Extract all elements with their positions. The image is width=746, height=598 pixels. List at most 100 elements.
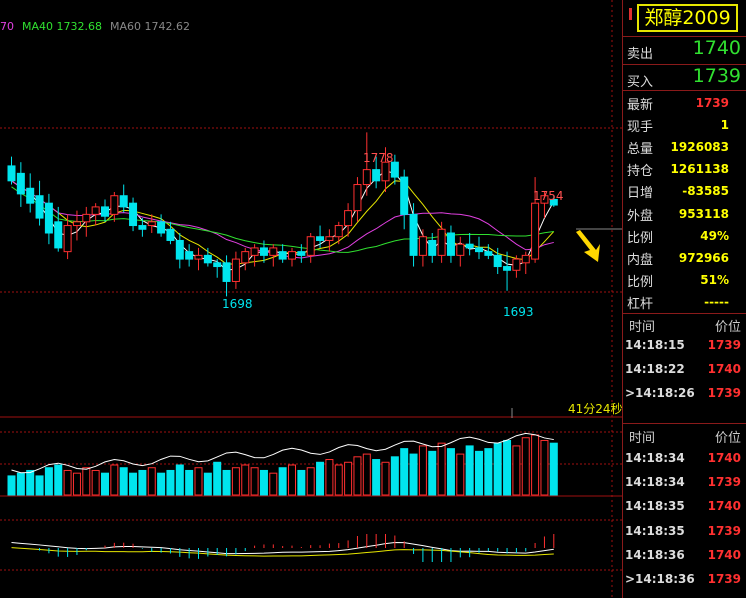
- arrow-icon: [576, 230, 600, 262]
- ticks2-time-header: 时间: [629, 431, 656, 446]
- volume-bar: [475, 450, 483, 496]
- volume-bar: [203, 472, 212, 496]
- volume-bar: [465, 445, 474, 496]
- candle-body: [437, 228, 446, 256]
- volume-bar: [157, 472, 166, 496]
- candle-body: [390, 161, 399, 178]
- candle-body: [512, 258, 521, 271]
- countdown-timer: 41分24秒: [568, 402, 622, 416]
- volume-bar: [72, 472, 81, 496]
- volume-bar: [269, 472, 278, 496]
- candle-body: [316, 236, 325, 241]
- volume-bar: [484, 448, 493, 496]
- volume-bar: [316, 461, 325, 496]
- ask-label: 卖出: [627, 47, 654, 62]
- tick-price: 1739: [707, 523, 741, 538]
- volume-bar: [306, 467, 315, 496]
- candle-body: [110, 195, 119, 215]
- volume-bar: [44, 467, 53, 496]
- stat-row: 总量 1926083: [623, 136, 746, 158]
- volume-bar: [418, 445, 427, 496]
- tick-time: 14:18:36: [625, 547, 685, 562]
- volume-bar: [288, 464, 296, 496]
- candle-body: [288, 251, 296, 260]
- tick-row: 14:18:15 1739: [623, 333, 746, 357]
- ask-row: 卖出 1740: [623, 36, 746, 64]
- candle-body: [222, 262, 231, 282]
- volume-bar: [531, 434, 540, 496]
- tick-time: 14:18:34: [625, 451, 685, 465]
- tick-price: 1740: [707, 499, 741, 514]
- stat-row: 杠杆 -----: [623, 291, 746, 313]
- candle-body: [475, 247, 483, 253]
- volume-bar: [35, 475, 44, 496]
- volume-bar: [110, 464, 119, 496]
- macd-dea-line: [11, 547, 554, 557]
- stat-label: 外盘: [627, 208, 654, 224]
- macd-dif-line: [11, 541, 554, 555]
- volume-bar: [362, 453, 371, 496]
- candle-body: [157, 221, 166, 234]
- stat-row: 现手 1: [623, 114, 746, 136]
- candle-body: [63, 225, 72, 253]
- candle-body: [213, 262, 222, 268]
- volume-bar: [222, 469, 231, 496]
- stat-value: 1926083: [670, 140, 729, 155]
- stat-value: 953118: [678, 206, 729, 221]
- volume-bar: [521, 437, 530, 496]
- volume-bar: [512, 445, 521, 496]
- stat-row: 比例 51%: [623, 269, 746, 291]
- volume-bar: [91, 469, 100, 496]
- kline-chart-area[interactable]: 1778 1754 1698 1693 41分24秒 70 MA40 1732.68 MA6…: [0, 0, 622, 598]
- volume-bar: [26, 469, 35, 496]
- volume-bar: [456, 453, 465, 496]
- candle-body: [175, 239, 184, 260]
- tick-row: >14:18:26 1739: [623, 381, 746, 405]
- kline-chart-svg[interactable]: 1778 1754 1698 1693 41分24秒: [0, 0, 622, 598]
- candle-body: [540, 195, 549, 204]
- stat-value: 49%: [700, 228, 729, 243]
- stat-row: 最新 1739: [623, 92, 746, 114]
- candle-body: [521, 254, 530, 264]
- candle-body: [147, 221, 156, 227]
- volume-bar: [82, 467, 91, 496]
- candle-body: [101, 206, 109, 217]
- candle-body: [91, 206, 100, 215]
- candle-body: [166, 228, 175, 241]
- ticks1-header: 时间 价位: [623, 314, 746, 336]
- volume-bar: [409, 453, 418, 496]
- volume-bar: [493, 442, 502, 496]
- ticks1-time-header: 时间: [629, 320, 656, 335]
- candle-body: [297, 251, 306, 256]
- ticks2-header: 时间 价位: [623, 425, 746, 447]
- volume-bar: [101, 472, 109, 496]
- volume-bar: [194, 467, 203, 496]
- bid-label: 买入: [627, 75, 654, 90]
- tick-time: 14:18:35: [625, 523, 685, 538]
- tick-time: 14:18:35: [625, 499, 685, 514]
- recent-high-label: 1754: [533, 189, 564, 203]
- candle-body: [418, 236, 427, 256]
- stat-value: 1261138: [670, 162, 729, 177]
- ma40-legend: MA40 1732.68: [22, 20, 102, 33]
- candle-body: [372, 169, 381, 182]
- volume-bar: [297, 469, 306, 496]
- stat-value: 1: [720, 118, 729, 133]
- candle-body: [306, 236, 315, 256]
- volume-bar: [250, 467, 259, 496]
- volume-bar: [372, 459, 381, 496]
- tick-row: 14:18:34 1740: [623, 446, 746, 470]
- volume-bar: [437, 442, 446, 496]
- tick-price: 1739: [707, 386, 741, 400]
- volume-bar: [7, 475, 16, 496]
- volume-bar: [503, 439, 512, 496]
- stat-label: 比例: [627, 230, 654, 246]
- volume-bar: [166, 469, 175, 496]
- volume-bar: [428, 450, 437, 496]
- volume-bar: [16, 472, 25, 496]
- volume-bar: [231, 467, 240, 496]
- volume-bar: [129, 472, 138, 496]
- contract-title[interactable]: 郑醇2009: [637, 4, 738, 32]
- candle-body: [250, 247, 259, 256]
- low-price-label: 1693: [503, 305, 534, 319]
